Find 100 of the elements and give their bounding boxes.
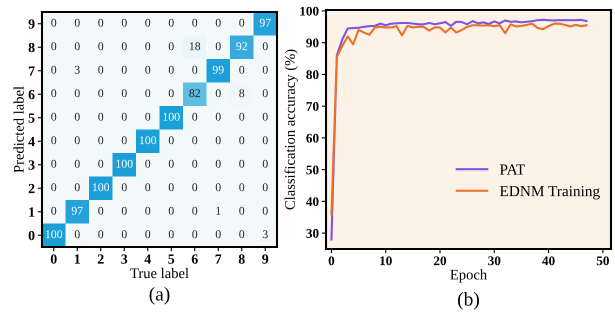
data-label: 0 [145,160,150,168]
x-tick-label: 20 [434,256,446,266]
x-tick-label: 0 [328,256,334,266]
text: (b) [458,292,479,310]
data-label: 0 [145,42,150,50]
x-tick-label: 5 [168,254,174,264]
data-label: 0 [74,183,80,192]
data-label: 0 [262,183,268,192]
data-label: 0 [239,112,244,121]
x-tick-label: 30 [488,256,500,266]
data-label: 0 [51,66,56,74]
data-label: 0 [74,18,80,27]
data-label: 0 [168,18,174,27]
data-label: 0 [145,89,150,98]
data-label: 0 [122,18,127,27]
data-label: 0 [51,206,56,215]
data-label: 0 [98,89,104,98]
data-label: 0 [74,89,80,98]
data-label: 0 [216,183,221,192]
data-label: 0 [51,112,56,121]
data-label: 100 [116,160,133,168]
y-tick-label: 80 [306,70,319,80]
data-label: 100 [92,183,110,192]
y-tick-label: 2 [28,184,34,194]
x-tick-label: 8 [238,254,245,264]
legend-label: PAT [500,164,526,175]
data-label: 0 [168,160,174,168]
y-tick-label: 8 [28,42,35,52]
data-label: 0 [98,18,104,27]
data-label: 100 [46,230,62,238]
data-label: 0 [239,183,244,192]
data-label: 0 [51,89,56,98]
x-tick-label: 3 [121,254,128,264]
y-tick-label: 70 [306,102,319,111]
data-label: 3 [262,230,268,238]
data-label: 0 [145,230,150,238]
data-label: 0 [192,112,198,121]
y-tick-label: 30 [306,228,319,238]
data-label: 0 [192,136,198,144]
data-label: 0 [262,160,268,168]
data-label: 99 [212,66,224,74]
data-label: 82 [189,89,200,98]
y-tick-label: 4 [28,136,35,146]
data-label: 0 [122,42,127,50]
data-label: 0 [98,136,104,144]
data-label: 0 [168,183,174,192]
data-label: 0 [98,160,104,168]
data-label: 0 [51,18,56,27]
data-label: 0 [98,112,104,121]
data-label: 0 [192,66,198,74]
y-tick-label: 50 [306,165,319,174]
data-label: 0 [262,136,268,144]
data-label: 0 [122,66,127,74]
data-label: 0 [168,230,174,238]
data-label: 100 [140,136,156,144]
data-label: 0 [145,183,150,192]
data-label: 0 [262,206,268,215]
data-label: 0 [98,66,104,74]
y-axis-title: Classification accuracy (%) [284,50,298,210]
data-label: 0 [192,18,198,27]
text: (a) [150,286,170,305]
data-label: 0 [51,183,56,192]
data-label: 100 [163,112,180,121]
data-label: 0 [74,160,80,168]
data-label: 8 [239,89,244,98]
data-label: 92 [236,42,247,50]
data-label: 0 [262,42,268,50]
x-tick-label: 9 [262,254,268,264]
data-label: 0 [122,206,127,215]
x-axis-title: Epoch [450,269,487,283]
x-axis-title: True label [130,268,189,278]
legend-label: EDNM Training [500,186,600,200]
data-label: 0 [192,183,198,192]
data-label: 0 [51,42,56,50]
data-label: 0 [98,206,104,215]
data-label: 0 [216,18,221,27]
data-label: 0 [192,206,198,215]
data-label: 0 [145,18,150,27]
data-label: 0 [74,230,80,238]
y-tick-label: 6 [28,90,35,100]
data-label: 0 [192,230,198,238]
x-tick-label: 0 [50,254,57,264]
y-tick-label: 3 [28,160,35,170]
data-label: 0 [168,136,174,144]
x-tick-label: 6 [192,254,198,264]
y-tick-label: 100 [300,6,319,16]
x-tick-label: 10 [380,256,392,266]
y-tick-label: 5 [28,113,35,123]
data-label: 0 [216,160,221,168]
data-label: 1 [216,206,220,215]
data-label: 0 [98,230,104,238]
data-label: 0 [122,230,127,238]
data-label: 0 [239,206,244,215]
data-label: 0 [145,66,150,74]
data-label: 0 [168,89,174,98]
data-label: 0 [216,136,221,144]
y-tick-label: 40 [306,197,319,206]
data-label: 0 [262,89,268,98]
data-label: 0 [239,136,244,144]
data-label: 0 [216,42,221,50]
